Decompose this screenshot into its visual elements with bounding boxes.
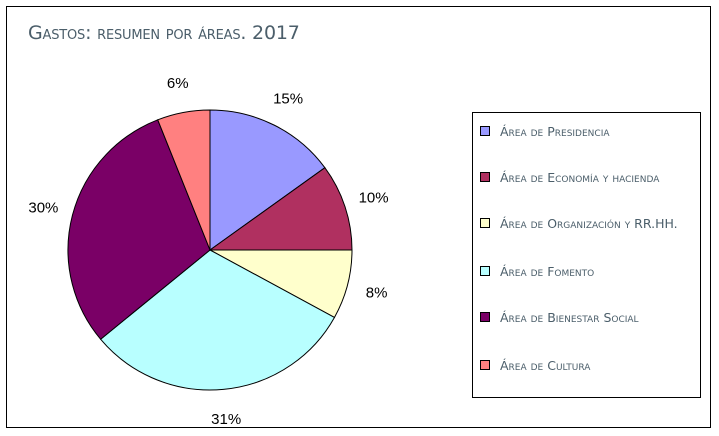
chart-title: Gastos: resumen por áreas. 2017 (28, 22, 300, 44)
slice-label-1: 15% (273, 91, 303, 108)
legend-swatch (480, 266, 490, 276)
legend-label: Área de Presidencia (500, 123, 610, 139)
pie-slice-6 (157, 109, 211, 251)
legend-item-3: Área de Organización y RR.HH. (480, 215, 678, 231)
slice-label-4: 31% (211, 411, 241, 428)
legend-swatch (480, 126, 490, 136)
legend-label: Área de Organización y RR.HH. (500, 215, 678, 231)
legend-swatch (480, 360, 490, 370)
legend-item-5: Área de Bienestar Social (480, 309, 639, 325)
chart-legend: Área de Presidencia Área de Economía y ha… (472, 112, 701, 398)
legend-swatch (480, 312, 490, 322)
legend-item-1: Área de Presidencia (480, 123, 610, 139)
legend-swatch (480, 172, 490, 182)
legend-label: Área de Fomento (500, 263, 595, 279)
pie-slice-1 (209, 109, 326, 251)
slice-label-3: 8% (366, 284, 388, 301)
legend-item-2: Área de Economía y hacienda (480, 169, 659, 185)
legend-swatch (480, 218, 490, 228)
legend-label: Área de Economía y hacienda (500, 169, 660, 185)
slice-label-5: 30% (28, 200, 58, 217)
pie-slice-5 (67, 119, 211, 340)
legend-label: Área de Cultura (500, 357, 591, 373)
slice-label-6: 6% (167, 75, 189, 92)
legend-item-6: Área de Cultura (480, 357, 590, 373)
legend-item-4: Área de Fomento (480, 263, 594, 279)
legend-label: Área de Bienestar Social (500, 309, 639, 325)
pie-slice-2 (208, 167, 353, 251)
slice-label-2: 10% (359, 189, 389, 206)
pie-slice-4 (99, 249, 336, 391)
